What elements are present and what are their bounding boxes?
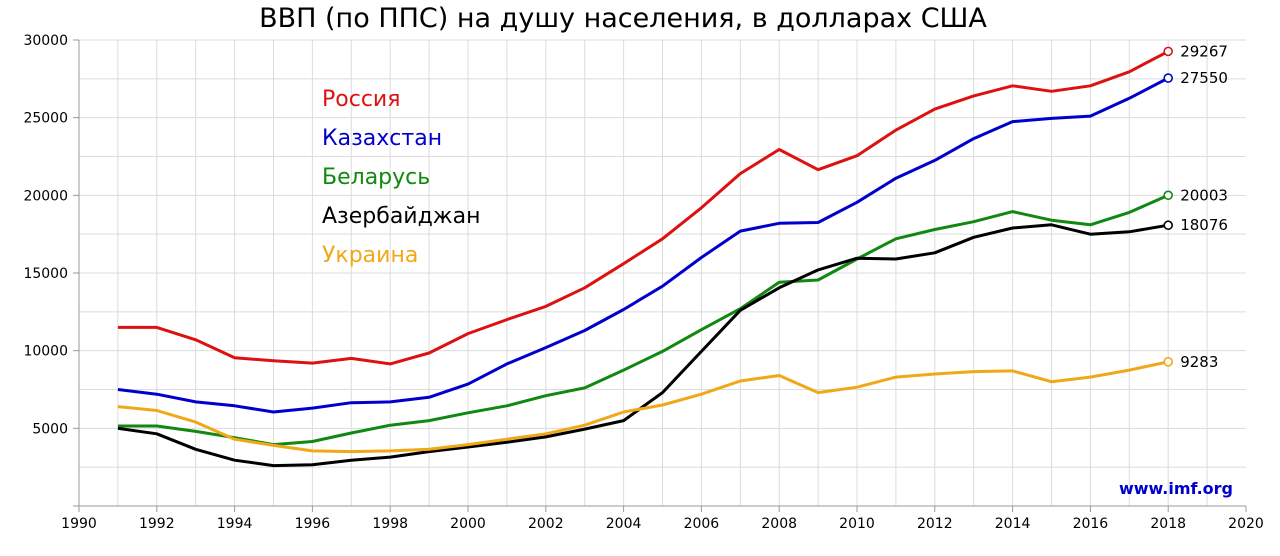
series-end-label: 27550 [1180,69,1228,87]
series-line [117,360,1169,454]
y-tick-label: 10000 [23,344,68,360]
y-tick-label: 15000 [23,266,68,282]
series-line [117,76,1169,414]
x-tick-label: 1992 [139,516,175,532]
series-end-point [1163,220,1173,231]
series-end-point [1163,357,1173,367]
series-end-point [1163,73,1173,83]
series-line [117,223,1169,468]
legend-entry: Азербайджан [322,204,481,229]
x-tick-label: 1998 [372,516,408,532]
x-tick-label: 1994 [217,516,253,532]
x-tick-label: 2008 [761,516,797,532]
series-end-point [1163,46,1173,57]
x-tick-label: 2014 [995,516,1031,532]
chart-title: ВВП (по ППС) на душу населения, в доллар… [259,3,987,34]
y-tick-label: 20000 [23,188,68,204]
legend-entry: Беларусь [322,165,430,190]
x-tick-label: 2002 [528,516,564,532]
legend-entry: Россия [322,87,400,112]
tick-labels: 1990 1992 1994 1996 1998 2000 2002 2004 2006 2008… [23,33,1263,532]
x-tick-label: 2016 [1073,516,1109,532]
series-line [117,193,1169,447]
y-tick-label: 30000 [23,33,68,49]
x-tick-label: 2004 [606,516,642,532]
legend-entry: Украина [322,243,418,268]
series-end-label: 9283 [1180,353,1218,371]
y-tick-label: 5000 [32,421,68,437]
x-tick-label: 2010 [839,516,875,532]
grid [79,39,1246,506]
legend-entry: Казахстан [322,126,442,151]
x-tick-label: 2006 [684,516,720,532]
series-line [117,50,1169,366]
series-end-label: 18076 [1180,216,1228,234]
x-tick-label: 2012 [917,516,953,532]
series-lines: 29267 27550 20003 18076 9283 [117,42,1228,468]
series-end-point [1163,190,1173,201]
axes [73,39,1247,512]
x-tick-label: 2018 [1150,516,1186,532]
x-tick-label: 2000 [450,516,486,532]
x-tick-label: 1990 [61,516,97,532]
x-tick-label: 2020 [1228,516,1264,532]
legend: Россия Казахстан Беларусь Азербайджан Украин… [322,87,481,268]
source-label[interactable]: www.imf.org [1119,479,1233,498]
y-tick-label: 25000 [23,111,68,127]
series-end-label: 29267 [1180,42,1228,60]
x-tick-label: 1996 [295,516,331,532]
series-end-label: 20003 [1180,186,1228,204]
